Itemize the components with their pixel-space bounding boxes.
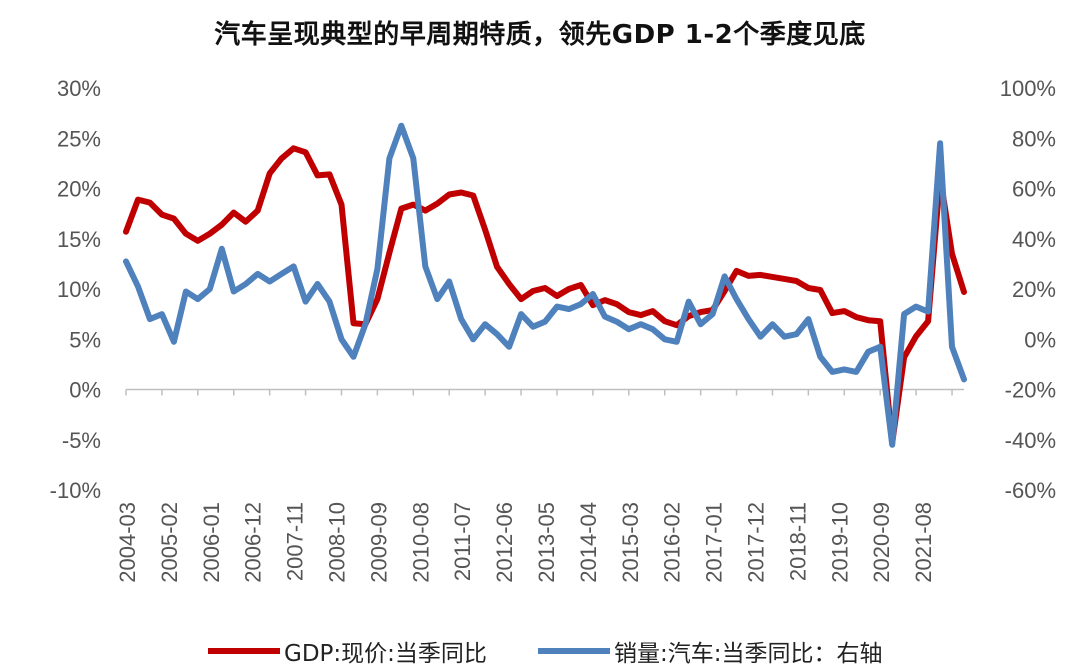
x-axis-tick-label: 2008-10 (325, 502, 350, 583)
right-axis-tick-label: 60% (1012, 177, 1056, 202)
x-axis-tick-label: 2011-07 (450, 502, 475, 581)
right-axis-tick-label: 20% (1012, 277, 1056, 302)
x-axis-tick-label: 2012-06 (492, 502, 517, 583)
legend-auto-sales-label: 销量:汽车:当季同比：右轴 (614, 641, 883, 667)
chart-title: 汽车呈现典型的早周期特质，领先GDP 1-2个季度见底 (214, 20, 866, 50)
series-line-auto-sales (123, 122, 967, 448)
legend-item-auto-sales: 销量:汽车:当季同比：右轴 (538, 636, 883, 667)
x-axis-tick-label: 2004-03 (115, 502, 140, 583)
left-axis-tick-label: -5% (62, 428, 101, 453)
x-axis-tick-label: 2017-12 (744, 502, 769, 583)
left-axis-tick-label: 20% (57, 177, 101, 202)
legend-auto-sales-swatch (538, 648, 610, 654)
series-line-gdp (123, 145, 967, 446)
right-axis-tick-label: -40% (1005, 428, 1056, 453)
right-axis-tick-label: 0% (1024, 327, 1056, 352)
x-axis-tick-label: 2021-08 (911, 502, 936, 583)
x-axis-tick-label: 2005-02 (157, 502, 182, 583)
x-axis-tick-label: 2015-03 (618, 502, 643, 583)
legend-gdp-swatch (208, 648, 280, 654)
x-axis-tick-label: 2019-10 (827, 502, 852, 583)
right-axis-tick-label: -20% (1005, 378, 1056, 403)
x-axis-tick-label: 2013-05 (534, 502, 559, 583)
right-axis-tick-label: -60% (1005, 478, 1056, 503)
x-axis-tick-label: 2017-01 (702, 502, 727, 583)
legend-gdp-label: GDP:现价:当季同比 (284, 641, 487, 667)
x-axis-tick-label: 2016-02 (660, 502, 685, 583)
x-axis-tick-label: 2006-12 (241, 502, 266, 583)
left-axis-tick-label: 15% (57, 227, 101, 252)
x-axis-tick-label: 2018-11 (785, 502, 810, 581)
left-axis-tick-label: 0% (69, 378, 101, 403)
x-axis-tick-label: 2006-01 (199, 502, 224, 583)
right-axis-tick-label: 40% (1012, 227, 1056, 252)
left-axis-tick-label: 5% (69, 327, 101, 352)
right-axis-tick-label: 80% (1012, 126, 1056, 151)
x-axis-tick-label: 2007-11 (283, 502, 308, 581)
x-axis-tick-label: 2014-04 (576, 502, 601, 583)
x-axis-tick-label: 2009-09 (366, 502, 391, 583)
right-axis-tick-label: 100% (1000, 76, 1056, 101)
left-axis-tick-label: 10% (57, 277, 101, 302)
left-axis-tick-label: 30% (57, 76, 101, 101)
left-axis-tick-label: -10% (50, 478, 101, 503)
x-axis-tick-label: 2020-09 (869, 502, 894, 583)
x-axis-tick-label: 2010-08 (408, 502, 433, 583)
legend-item-gdp: GDP:现价:当季同比 (208, 636, 487, 667)
left-axis-tick-label: 25% (57, 126, 101, 151)
